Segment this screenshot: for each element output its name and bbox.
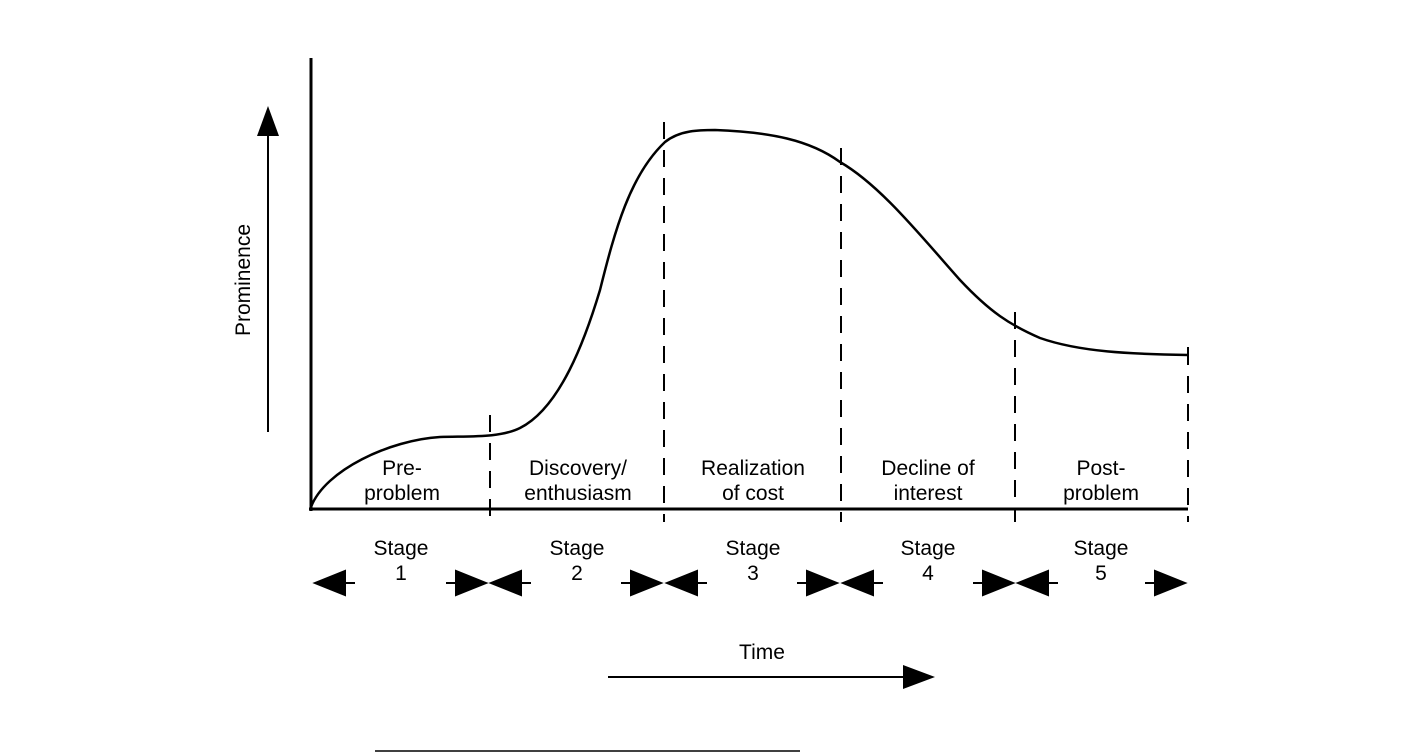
stage-dividers [489, 122, 1189, 522]
stage-5-left-arrow-icon [1015, 569, 1049, 597]
stage-name-3b: of cost [722, 482, 784, 505]
stage-word-5: Stage [1074, 537, 1129, 560]
stage-number-1: 1 [395, 562, 407, 585]
stage-numbers: Stage 1 Stage 2 Stage 3 Stage 4 Stage 5 [374, 537, 1129, 585]
stage-names: Pre- problem Discovery/ enthusiasm Reali… [364, 457, 1139, 505]
attention-curve [309, 128, 1189, 508]
prominence-arrow-head [257, 106, 279, 136]
stage-number-2: 2 [571, 562, 583, 585]
stage-span-arrows [312, 569, 1188, 597]
stage-4-right-arrow-icon [982, 569, 1016, 597]
x-axis-label: Time [739, 641, 785, 664]
stage-word-4: Stage [901, 537, 956, 560]
stage-3-right-arrow-icon [806, 569, 840, 597]
time-arrow-head [903, 665, 935, 689]
stage-name-3a: Realization [701, 457, 805, 480]
stage-name-2b: enthusiasm [524, 482, 631, 505]
stage-1-left-arrow-icon [312, 569, 346, 597]
stage-1-right-arrow-icon [455, 569, 489, 597]
stage-name-1b: problem [364, 482, 440, 505]
stage-3-left-arrow-icon [664, 569, 698, 597]
stage-5-right-arrow-icon [1154, 569, 1188, 597]
stage-word-1: Stage [374, 537, 429, 560]
stage-number-4: 4 [922, 562, 934, 585]
y-axis-label: Prominence [232, 224, 255, 336]
stage-2-right-arrow-icon [630, 569, 664, 597]
stage-number-5: 5 [1095, 562, 1107, 585]
stage-2-left-arrow-icon [488, 569, 522, 597]
stage-name-2a: Discovery/ [529, 457, 627, 480]
stage-number-3: 3 [747, 562, 759, 585]
stage-name-5a: Post- [1076, 457, 1125, 480]
stage-name-1a: Pre- [382, 457, 422, 480]
stage-name-4b: interest [894, 482, 963, 505]
stage-word-2: Stage [550, 537, 605, 560]
stage-name-5b: problem [1063, 482, 1139, 505]
stage-4-left-arrow-icon [840, 569, 874, 597]
stage-name-4a: Decline of [881, 457, 975, 480]
stage-word-3: Stage [726, 537, 781, 560]
